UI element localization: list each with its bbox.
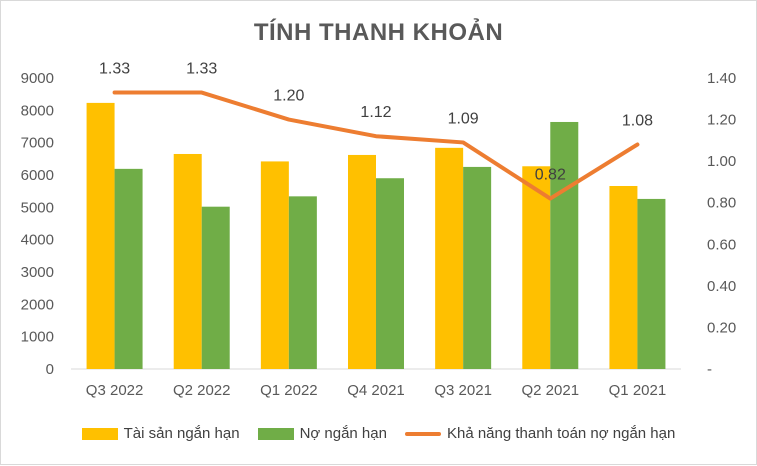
data-label-current-ratio: 1.33 <box>99 61 130 78</box>
bar-current-liabilities <box>637 198 666 369</box>
y-right-tick-label: 0.80 <box>707 195 736 212</box>
y-right-tick-label: - <box>707 361 712 378</box>
data-label-current-ratio: 1.20 <box>273 88 304 105</box>
y-right-tick-label: 0.20 <box>707 319 736 336</box>
data-label-current-ratio: 1.09 <box>448 110 479 127</box>
x-tick-label: Q3 2021 <box>434 382 492 399</box>
chart-legend: Tài sản ngắn hạn Nợ ngắn hạn Khả năng th… <box>1 425 756 442</box>
bar-current-liabilities <box>376 178 404 369</box>
y-right-tick-label: 1.20 <box>707 112 736 129</box>
legend-item-current-assets: Tài sản ngắn hạn <box>81 425 240 442</box>
bar-current-liabilities <box>550 121 579 370</box>
data-label-current-ratio: 0.82 <box>535 167 566 184</box>
legend-swatch-current-assets <box>81 427 118 440</box>
data-label-current-ratio: 1.08 <box>622 113 653 130</box>
x-tick-label: Q2 2022 <box>173 382 231 399</box>
x-tick-label: Q3 2022 <box>86 382 144 399</box>
bar-current-assets <box>260 161 289 369</box>
bar-current-assets <box>609 185 638 369</box>
y-left-tick-label: 4000 <box>21 232 54 249</box>
bar-current-assets <box>435 147 464 369</box>
bar-current-assets <box>86 102 115 369</box>
bar-current-assets <box>173 153 202 369</box>
legend-item-current-ratio: Khả năng thanh toán nợ ngắn hạn <box>404 425 676 442</box>
data-label-current-ratio: 1.12 <box>360 104 391 121</box>
legend-swatch-current-ratio <box>404 431 441 436</box>
legend-label-current-ratio: Khả năng thanh toán nợ ngắn hạn <box>446 425 676 442</box>
x-tick-label: Q1 2021 <box>609 382 667 399</box>
bar-current-liabilities <box>201 206 230 369</box>
x-tick-label: Q2 2021 <box>522 382 580 399</box>
bar-current-assets <box>522 166 551 369</box>
chart-title: TÍNH THANH KHOẢN <box>253 19 504 46</box>
legend-swatch-current-liabilities <box>257 427 294 440</box>
y-left-tick-label: 5000 <box>21 199 54 216</box>
y-left-tick-label: 2000 <box>21 296 54 313</box>
bar-current-assets <box>348 154 376 369</box>
y-right-tick-label: 0.60 <box>707 236 736 253</box>
bar-current-liabilities <box>463 166 492 369</box>
line-current-ratio <box>112 90 640 201</box>
y-left-tick-label: 1000 <box>21 329 54 346</box>
x-tick-label: Q1 2022 <box>260 382 318 399</box>
y-left-tick-label: 9000 <box>21 70 54 87</box>
y-right-tick-label: 1.40 <box>707 70 736 87</box>
y-left-tick-label: 3000 <box>21 264 54 281</box>
y-left-tick-label: 8000 <box>21 102 54 119</box>
y-left-tick-label: 6000 <box>21 167 54 184</box>
legend-label-current-liabilities: Nợ ngắn hạn <box>299 425 387 442</box>
bar-current-liabilities <box>288 196 317 369</box>
x-tick-label: Q4 2021 <box>347 382 405 399</box>
y-left-tick-label: 7000 <box>21 135 54 152</box>
y-right-tick-label: 0.40 <box>707 278 736 295</box>
y-right-tick-label: 1.00 <box>707 153 736 170</box>
y-left-tick-label: 0 <box>46 361 54 378</box>
bar-current-liabilities <box>114 168 143 369</box>
legend-item-current-liabilities: Nợ ngắn hạn <box>257 425 387 442</box>
legend-label-current-assets: Tài sản ngắn hạn <box>123 425 240 442</box>
data-label-current-ratio: 1.33 <box>186 61 217 78</box>
